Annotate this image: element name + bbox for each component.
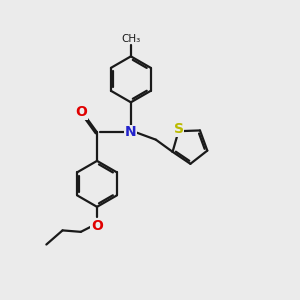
Text: O: O (91, 220, 103, 233)
Text: CH₃: CH₃ (121, 34, 140, 44)
Text: N: N (125, 125, 137, 139)
Text: S: S (173, 122, 184, 136)
Text: O: O (75, 105, 87, 119)
